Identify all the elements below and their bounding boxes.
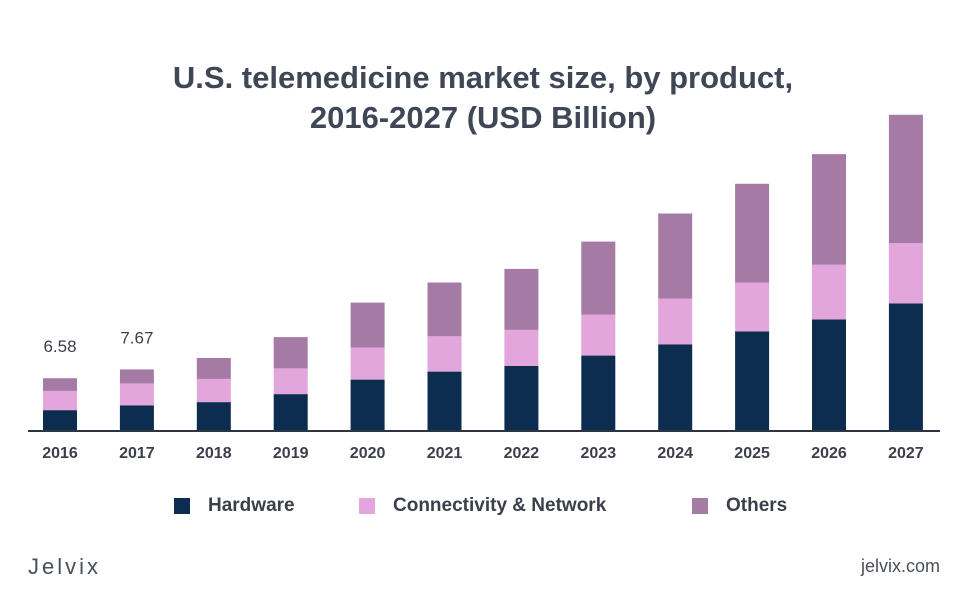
bar-2027-connectivity-network xyxy=(888,243,923,304)
bar-2023-connectivity-network xyxy=(581,314,616,356)
legend-swatch-others xyxy=(692,498,708,514)
bar-2020-connectivity-network xyxy=(350,347,385,380)
x-tick-label-2025: 2025 xyxy=(734,445,770,462)
bar-2026-connectivity-network xyxy=(812,264,846,320)
bar-2016-hardware xyxy=(43,410,77,431)
bar-2019-hardware xyxy=(273,394,308,431)
legend-item-others: Others xyxy=(692,492,787,520)
bar-2026-others xyxy=(812,154,846,265)
x-tick-label-2026: 2026 xyxy=(811,445,847,462)
bar-2018-others xyxy=(196,358,231,379)
legend-label-hardware: Hardware xyxy=(208,495,295,516)
chart-title-line-2: 2016-2027 (USD Billion) xyxy=(309,100,657,135)
legend-label-others: Others xyxy=(726,495,788,516)
bar-2023-hardware xyxy=(581,355,616,431)
bar-2021-hardware xyxy=(427,371,462,431)
bar-2018-connectivity-network xyxy=(196,378,231,403)
bar-2023-others xyxy=(581,241,616,315)
bar-2025-connectivity-network xyxy=(735,282,770,332)
data-label-2017: 7.67 xyxy=(120,328,153,347)
legend-swatch-hardware xyxy=(174,498,190,514)
bar-2016-others xyxy=(43,378,77,391)
bar-2019-others xyxy=(273,337,308,369)
chart-legend: Hardware Connectivity & Network Others xyxy=(0,492,966,520)
site-url: jelvix.com xyxy=(860,556,940,576)
x-tick-label-2018: 2018 xyxy=(196,445,232,462)
x-tick-label-2023: 2023 xyxy=(581,445,617,462)
bar-2024-others xyxy=(658,213,693,299)
bar-2027-others xyxy=(888,114,923,244)
data-label-2016: 6.58 xyxy=(43,337,76,356)
x-tick-label-2024: 2024 xyxy=(657,445,693,462)
legend-swatch-connectivity xyxy=(359,498,375,514)
bar-2020-hardware xyxy=(350,379,385,431)
stacked-bar-chart: 2016 2017 2018 2019 2020 2021 2022 2023 2024 2025… xyxy=(28,114,940,462)
bar-2020-others xyxy=(350,302,385,348)
bar-2022-connectivity-network xyxy=(504,329,539,366)
chart-title: U.S. telemedicine market size, by produc… xyxy=(0,58,966,138)
bar-2018-hardware xyxy=(196,402,231,431)
bar-2022-others xyxy=(504,268,539,330)
x-tick-label-2027: 2027 xyxy=(888,445,924,462)
bar-2027-hardware xyxy=(888,303,923,431)
bar-2019-connectivity-network xyxy=(273,368,308,395)
bar-2016-connectivity-network xyxy=(43,390,77,411)
x-tick-label-2022: 2022 xyxy=(504,445,540,462)
bar-2021-others xyxy=(427,282,462,337)
bar-2025-hardware xyxy=(735,331,770,431)
bar-2017-connectivity-network xyxy=(119,383,154,406)
legend-item-connectivity: Connectivity & Network xyxy=(359,492,606,520)
x-tick-label-2019: 2019 xyxy=(273,445,309,462)
legend-item-hardware: Hardware xyxy=(174,492,295,520)
bar-2017-hardware xyxy=(119,405,154,431)
bar-2026-hardware xyxy=(812,319,846,431)
legend-label-connectivity: Connectivity & Network xyxy=(393,495,607,516)
x-tick-label-2020: 2020 xyxy=(350,445,386,462)
x-tick-label-2021: 2021 xyxy=(427,445,463,462)
chart-title-line-1: U.S. telemedicine market size, by produc… xyxy=(172,60,794,95)
x-tick-label-2016: 2016 xyxy=(42,445,78,462)
bar-2024-connectivity-network xyxy=(658,298,693,345)
bar-2025-others xyxy=(735,183,770,283)
x-tick-label-2017: 2017 xyxy=(119,445,155,462)
bar-2022-hardware xyxy=(504,366,539,431)
bar-2024-hardware xyxy=(658,344,693,431)
brand-logo: Jelvix xyxy=(28,554,102,579)
bar-2021-connectivity-network xyxy=(427,336,462,372)
bar-2017-others xyxy=(119,369,154,384)
